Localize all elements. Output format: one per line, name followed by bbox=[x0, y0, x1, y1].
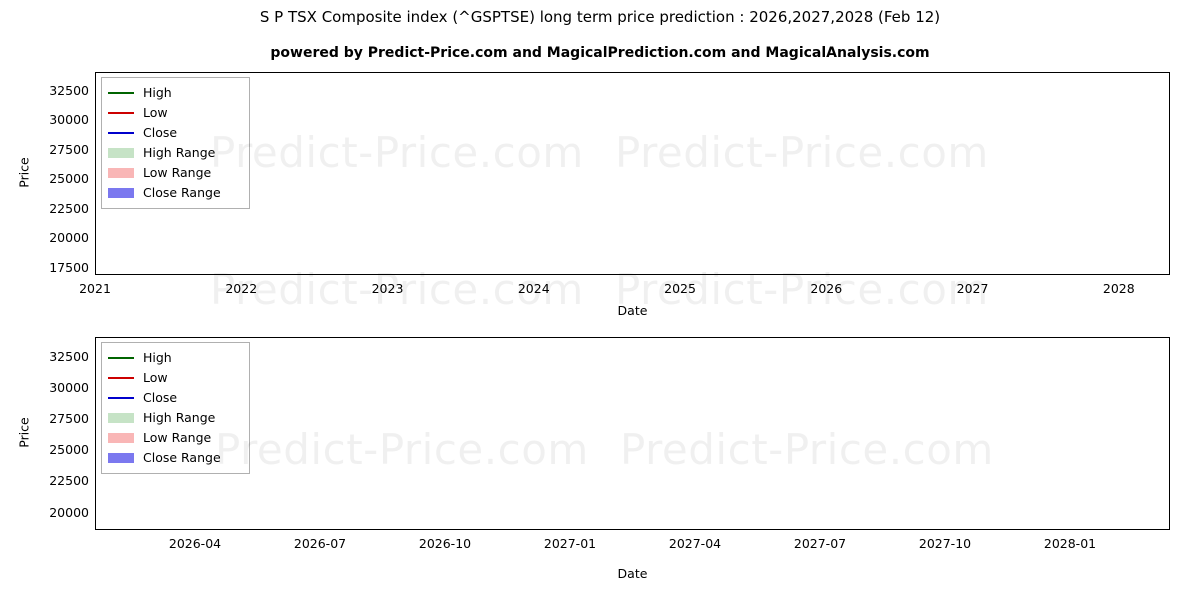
bottom-chart-xlabel: Date bbox=[617, 566, 648, 581]
y-axis-tick-label: 20000 bbox=[49, 504, 89, 520]
swatch-mark bbox=[108, 92, 134, 95]
x-axis-tick-label: 2026-10 bbox=[418, 536, 472, 551]
legend-item-label: Low Range bbox=[143, 164, 212, 180]
top-chart-frame bbox=[95, 72, 1170, 275]
legend-area-swatch-icon bbox=[108, 451, 134, 465]
x-axis-tick-label: 2025 bbox=[664, 281, 696, 296]
swatch-mark bbox=[108, 377, 134, 380]
y-axis-tick-label: 20000 bbox=[49, 230, 89, 246]
swatch-mark bbox=[108, 453, 134, 463]
y-axis-tick-label: 32500 bbox=[49, 82, 89, 98]
swatch-mark bbox=[108, 413, 134, 423]
legend-item-label: Close Range bbox=[143, 184, 221, 200]
swatch-mark bbox=[108, 188, 134, 198]
legend-item-low[interactable]: Low bbox=[108, 103, 241, 123]
legend-area-swatch-icon bbox=[108, 186, 134, 200]
legend-area-swatch-icon bbox=[108, 411, 134, 425]
y-axis-tick-label: 30000 bbox=[49, 112, 89, 128]
page-subtitle: powered by Predict-Price.com and Magical… bbox=[270, 45, 930, 61]
x-axis-tick-label: 2026-07 bbox=[293, 536, 347, 551]
y-axis-tick-label: 30000 bbox=[49, 380, 89, 396]
bottom-chart-ylabel: Price bbox=[16, 417, 32, 448]
legend-item-label: Low bbox=[143, 369, 168, 385]
legend-item-label: Close bbox=[143, 389, 178, 405]
legend-item-label: Low bbox=[143, 104, 168, 120]
legend-item-close[interactable]: Close bbox=[108, 388, 241, 408]
legend-item-label: High Range bbox=[143, 409, 216, 425]
swatch-mark bbox=[108, 112, 134, 115]
bottom-chart-legend: High Low Close High Range Low Range Close Ran… bbox=[101, 342, 250, 474]
swatch-mark bbox=[108, 433, 134, 443]
legend-item-low[interactable]: Low bbox=[108, 368, 241, 388]
legend-item-label: Close bbox=[143, 124, 178, 140]
y-axis-tick-label: 25000 bbox=[49, 171, 89, 187]
y-axis-tick-label: 27500 bbox=[49, 411, 89, 427]
x-axis-tick-label: 2027-10 bbox=[918, 536, 972, 551]
legend-item-label: High bbox=[143, 349, 172, 365]
legend-area-swatch-icon bbox=[108, 146, 134, 160]
x-axis-tick-label: 2023 bbox=[371, 281, 404, 296]
top-chart-panel bbox=[95, 72, 1170, 275]
y-axis-tick-label: 32500 bbox=[49, 348, 89, 364]
legend-line-swatch-icon bbox=[108, 391, 134, 405]
x-axis-tick-label: 2021 bbox=[79, 281, 111, 296]
y-axis-tick-label: 17500 bbox=[49, 259, 89, 275]
x-axis-tick-label: 2027-07 bbox=[793, 536, 847, 551]
top-chart-ylabel: Price bbox=[16, 157, 32, 188]
top-chart-legend: High Low Close High Range Low Range Close Ran… bbox=[101, 77, 250, 209]
top-chart-xlabel: Date bbox=[617, 303, 648, 318]
legend-item-high-range[interactable]: High Range bbox=[108, 143, 241, 163]
legend-item-label: High bbox=[143, 84, 172, 100]
y-axis-tick-label: 22500 bbox=[49, 200, 89, 216]
legend-item-label: Low Range bbox=[143, 429, 212, 445]
swatch-mark bbox=[108, 357, 134, 360]
legend-item-label: High Range bbox=[143, 144, 216, 160]
page-title: S P TSX Composite index (^GSPTSE) long t… bbox=[259, 8, 941, 26]
legend-item-high[interactable]: High bbox=[108, 348, 241, 368]
legend-area-swatch-icon bbox=[108, 431, 134, 445]
legend-item-close[interactable]: Close bbox=[108, 123, 241, 143]
legend-line-swatch-icon bbox=[108, 106, 134, 120]
legend-item-high[interactable]: High bbox=[108, 83, 241, 103]
swatch-mark bbox=[108, 168, 134, 178]
legend-line-swatch-icon bbox=[108, 351, 134, 365]
swatch-mark bbox=[108, 397, 134, 400]
y-axis-tick-label: 27500 bbox=[49, 141, 89, 157]
x-axis-tick-label: 2027-01 bbox=[543, 536, 597, 551]
legend-item-high-range[interactable]: High Range bbox=[108, 408, 241, 428]
legend-item-close-range[interactable]: Close Range bbox=[108, 183, 241, 203]
legend-item-close-range[interactable]: Close Range bbox=[108, 448, 241, 468]
legend-item-label: Close Range bbox=[143, 449, 221, 465]
swatch-mark bbox=[108, 148, 134, 158]
legend-item-low-range[interactable]: Low Range bbox=[108, 428, 241, 448]
legend-area-swatch-icon bbox=[108, 166, 134, 180]
x-axis-tick-label: 2026-04 bbox=[168, 536, 222, 551]
x-axis-tick-label: 2028-01 bbox=[1043, 536, 1097, 551]
x-axis-tick-label: 2027 bbox=[956, 281, 989, 296]
legend-line-swatch-icon bbox=[108, 371, 134, 385]
bottom-chart-frame bbox=[95, 337, 1170, 530]
x-axis-tick-label: 2022 bbox=[225, 281, 258, 296]
x-axis-tick-label: 2024 bbox=[517, 281, 550, 296]
legend-line-swatch-icon bbox=[108, 86, 134, 100]
y-axis-tick-label: 22500 bbox=[49, 473, 89, 489]
x-axis-tick-label: 2027-04 bbox=[668, 536, 722, 551]
x-axis-tick-label: 2028 bbox=[1102, 281, 1135, 296]
swatch-mark bbox=[108, 132, 134, 135]
bottom-chart-panel bbox=[95, 337, 1170, 530]
y-axis-tick-label: 25000 bbox=[49, 442, 89, 458]
legend-item-low-range[interactable]: Low Range bbox=[108, 163, 241, 183]
legend-line-swatch-icon bbox=[108, 126, 134, 140]
x-axis-tick-label: 2026 bbox=[810, 281, 843, 296]
